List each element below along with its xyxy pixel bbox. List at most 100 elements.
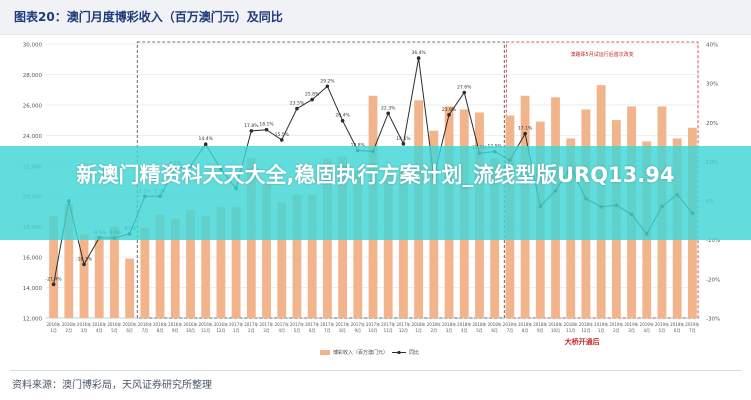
yoy-point	[264, 127, 269, 132]
bar	[49, 216, 59, 318]
bar	[125, 258, 135, 318]
overlay-banner	[0, 146, 751, 240]
x-tick-month: 8月	[339, 328, 346, 333]
x-tick-year: 2019年	[609, 321, 623, 327]
x-tick-year: 2018年	[412, 321, 426, 327]
x-tick-month: 8月	[157, 328, 164, 333]
x-tick-month: 1月	[233, 328, 240, 333]
footer-source: 资料来源：澳门博彩局，天风证券研究所整理	[12, 380, 212, 391]
bar	[64, 203, 74, 318]
x-tick-year: 2017年	[305, 321, 319, 327]
x-tick-year: 2019年	[655, 321, 669, 327]
yoy-point	[447, 113, 451, 117]
x-tick-year: 2016年	[183, 321, 197, 327]
x-tick-year: 2017年	[381, 321, 395, 327]
footer-divider	[10, 370, 741, 371]
yoy-point	[82, 262, 86, 267]
x-tick-month: 10月	[551, 328, 560, 333]
x-tick-year: 2017年	[335, 321, 349, 327]
yoy-data-label: 29.2%	[320, 78, 335, 84]
legend-line-label: 同比	[409, 349, 419, 356]
yoy-data-label: 12.8%	[351, 142, 366, 148]
yoy-data-label: 14.4%	[199, 136, 214, 142]
x-tick-year: 2016年	[47, 321, 61, 327]
bar	[262, 184, 271, 318]
x-tick-month: 3月	[628, 328, 635, 333]
x-tick-year: 2016年	[153, 321, 167, 327]
x-tick-year: 2018年	[488, 321, 502, 327]
x-tick-month: 4月	[461, 328, 468, 333]
y-right-tick-label: 40%	[706, 43, 718, 49]
x-tick-year: 2018年	[564, 321, 578, 327]
yoy-point	[51, 282, 56, 287]
bar	[201, 216, 211, 318]
x-tick-year: 2016年	[77, 321, 91, 327]
x-tick-year: 2019年	[670, 321, 684, 327]
x-tick-month: 4月	[278, 328, 285, 333]
bar	[399, 168, 408, 318]
x-tick-year: 2018年	[533, 321, 547, 327]
x-tick-month: 2月	[248, 328, 255, 333]
bridge-label: 大桥开通后	[565, 337, 600, 346]
x-tick-month: 7月	[142, 328, 149, 333]
yoy-point	[279, 138, 284, 142]
x-tick-year: 2019年	[594, 321, 608, 327]
x-tick-month: 8月	[522, 328, 529, 333]
x-tick-month: 3月	[446, 328, 453, 333]
x-tick-year: 2018年	[472, 321, 486, 327]
x-tick-year: 2016年	[138, 321, 152, 327]
x-tick-year: 2018年	[427, 321, 441, 327]
x-tick-month: 9月	[537, 328, 544, 333]
x-tick-month: 9月	[355, 328, 362, 333]
bar	[216, 206, 226, 318]
yoy-data-label: 36.4%	[411, 50, 426, 56]
x-tick-month: 2月	[66, 328, 73, 333]
legend-bar-swatch	[320, 350, 330, 355]
bar	[110, 226, 119, 318]
x-tick-month: 7月	[324, 328, 331, 333]
chart-title: 图表20：澳门月度博彩收入（百万澳门元）及同比	[14, 10, 283, 24]
x-tick-month: 7月	[689, 328, 696, 333]
x-tick-year: 2017年	[244, 321, 258, 327]
yoy-point	[325, 84, 330, 89]
x-tick-year: 2016年	[107, 321, 121, 327]
x-tick-month: 11月	[566, 328, 575, 333]
yoy-data-label: -21.4%	[46, 276, 63, 282]
y-right-tick-label: -10%	[706, 238, 720, 244]
bar	[292, 194, 302, 318]
y-left-tick-label: 16,000	[23, 256, 43, 262]
x-tick-month: 5月	[294, 328, 301, 333]
bar	[79, 234, 89, 318]
x-tick-month: 6月	[674, 328, 681, 333]
x-tick-month: 1月	[50, 328, 57, 333]
chart-header: 图表20：澳门月度博彩收入（百万澳门元）及同比	[0, 0, 751, 35]
x-tick-year: 2017年	[351, 321, 365, 327]
bar	[231, 206, 241, 318]
x-tick-year: 2017年	[366, 321, 380, 327]
x-tick-month: 10月	[186, 328, 195, 333]
x-tick-month: 10月	[368, 328, 377, 333]
yoy-point	[295, 106, 299, 111]
x-tick-month: 6月	[126, 328, 133, 333]
x-tick-year: 2018年	[579, 321, 593, 327]
x-tick-year: 2017年	[396, 321, 410, 327]
x-tick-year: 2017年	[229, 321, 243, 327]
y-right-tick-label: -20%	[706, 277, 720, 283]
yoy-point	[416, 56, 421, 60]
yoy-data-label: 17.1%	[518, 126, 533, 132]
x-tick-year: 2017年	[290, 321, 304, 327]
x-tick-month: 5月	[111, 328, 118, 333]
y-left-tick-label: 14,000	[23, 286, 43, 292]
yoy-point	[203, 142, 208, 147]
yoy-point	[310, 97, 314, 102]
x-tick-month: 1月	[415, 328, 422, 333]
x-tick-year: 2016年	[214, 321, 228, 327]
yoy-data-label: -16.3%	[76, 256, 93, 262]
x-tick-year: 2017年	[259, 321, 273, 327]
x-tick-year: 2018年	[518, 321, 532, 327]
x-tick-year: 2016年	[92, 321, 106, 327]
y-right-tick-label: 30%	[706, 82, 718, 88]
yoy-point	[386, 111, 391, 116]
x-tick-month: 12月	[216, 328, 225, 333]
x-tick-month: 2月	[613, 328, 620, 333]
